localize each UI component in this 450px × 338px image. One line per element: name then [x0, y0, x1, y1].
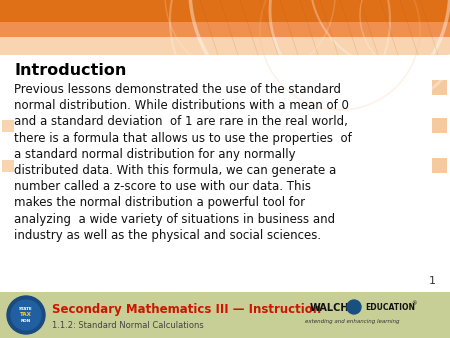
- Bar: [2, 120, 14, 132]
- Bar: [432, 118, 447, 133]
- Text: a standard normal distribution for any normally: a standard normal distribution for any n…: [14, 148, 296, 161]
- Bar: [0, 292, 450, 338]
- Text: analyzing  a wide variety of situations in business and: analyzing a wide variety of situations i…: [14, 213, 335, 225]
- Text: 1.1.2: Standard Normal Calculations: 1.1.2: Standard Normal Calculations: [52, 320, 204, 330]
- Text: EDUCATION: EDUCATION: [365, 304, 415, 313]
- Bar: [0, 0, 450, 22]
- Text: STATE: STATE: [19, 307, 33, 311]
- Text: number called a z-score to use with our data. This: number called a z-score to use with our …: [14, 180, 311, 193]
- Circle shape: [347, 300, 361, 314]
- Bar: [432, 80, 447, 95]
- Text: distributed data. With this formula, we can generate a: distributed data. With this formula, we …: [14, 164, 336, 177]
- Text: TAX: TAX: [20, 313, 32, 317]
- Bar: [0, 0, 450, 55]
- Circle shape: [11, 300, 41, 330]
- Text: Introduction: Introduction: [14, 63, 126, 78]
- Text: extending and enhancing learning: extending and enhancing learning: [305, 319, 399, 324]
- Text: makes the normal distribution a powerful tool for: makes the normal distribution a powerful…: [14, 196, 305, 210]
- Circle shape: [7, 296, 45, 334]
- Text: and a standard deviation  of 1 are rare in the real world,: and a standard deviation of 1 are rare i…: [14, 115, 348, 128]
- Text: industry as well as the physical and social sciences.: industry as well as the physical and soc…: [14, 229, 321, 242]
- Bar: [0, 22, 450, 37]
- Text: WALCH: WALCH: [310, 303, 350, 313]
- Bar: [2, 160, 14, 172]
- Text: ®: ®: [411, 301, 417, 307]
- Text: Previous lessons demonstrated the use of the standard: Previous lessons demonstrated the use of…: [14, 83, 341, 96]
- Text: Secondary Mathematics III — Instruction: Secondary Mathematics III — Instruction: [52, 303, 321, 315]
- Text: there is a formula that allows us to use the properties  of: there is a formula that allows us to use…: [14, 131, 352, 145]
- Bar: [432, 158, 447, 173]
- Text: 1: 1: [428, 276, 436, 286]
- Text: RON: RON: [21, 319, 31, 323]
- Text: normal distribution. While distributions with a mean of 0: normal distribution. While distributions…: [14, 99, 349, 112]
